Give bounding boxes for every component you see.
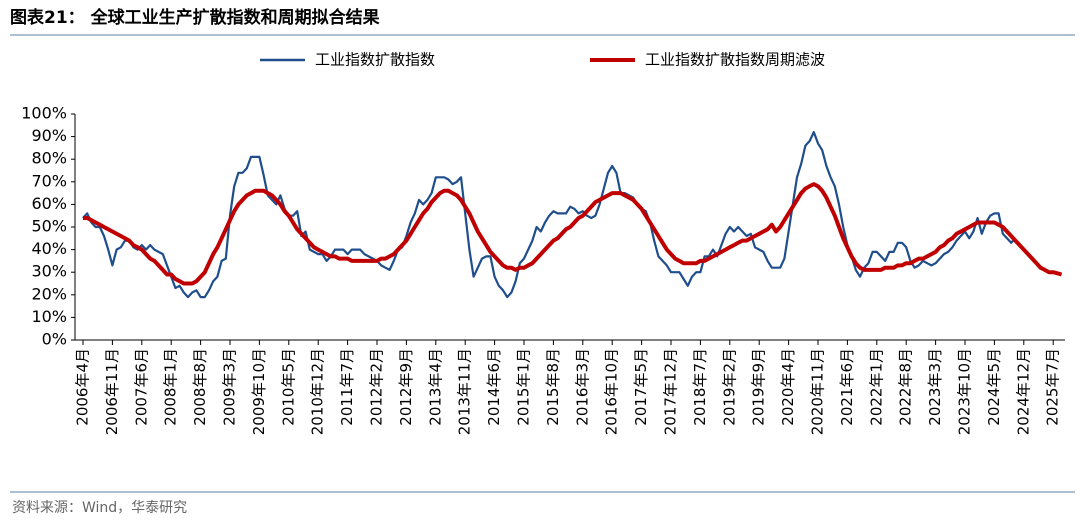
x-tick-label: 2014年6月 — [485, 348, 503, 426]
x-tick-label: 2009年3月 — [221, 348, 239, 426]
y-tick-label: 70% — [31, 171, 67, 190]
x-tick-label: 2017年5月 — [632, 348, 650, 426]
x-tick-label: 2017年12月 — [662, 348, 680, 435]
x-tick-label: 2025年7月 — [1044, 348, 1062, 426]
x-tick-label: 2019年9月 — [750, 348, 768, 426]
x-tick-label: 2024年5月 — [985, 348, 1003, 426]
y-tick-label: 0% — [42, 330, 67, 349]
y-tick-label: 30% — [31, 262, 67, 281]
source-note: 资料来源：Wind，华泰研究 — [12, 500, 187, 516]
y-tick-label: 40% — [31, 239, 67, 258]
x-tick-label: 2010年12月 — [309, 348, 327, 435]
x-tick-label: 2013年11月 — [456, 348, 474, 435]
chart-title: 图表21： 全球工业生产扩散指数和周期拟合结果 — [10, 7, 380, 28]
x-tick-label: 2022年1月 — [867, 348, 885, 426]
x-tick-label: 2016年10月 — [603, 348, 621, 435]
x-tick-label: 2009年10月 — [250, 348, 268, 435]
y-tick-label: 60% — [31, 194, 67, 213]
x-tick-label: 2012年9月 — [397, 348, 415, 426]
series-line — [83, 182, 1063, 286]
x-tick-label: 2018年7月 — [691, 348, 709, 426]
x-tick-label: 2016年3月 — [573, 348, 591, 426]
x-tick-label: 2007年6月 — [132, 348, 150, 426]
x-tick-label: 2020年4月 — [779, 348, 797, 426]
x-tick-label: 2015年1月 — [515, 348, 533, 426]
y-tick-label: 80% — [31, 149, 67, 168]
y-tick-label: 50% — [31, 217, 67, 236]
x-tick-label: 2006年4月 — [74, 348, 92, 426]
series-line — [82, 131, 1017, 299]
x-tick-label: 2015年8月 — [544, 348, 562, 426]
x-tick-label: 2021年6月 — [838, 348, 856, 426]
x-tick-label: 2011年7月 — [338, 348, 356, 426]
y-tick-label: 100% — [21, 104, 67, 123]
x-tick-label: 2012年2月 — [368, 348, 386, 426]
legend-label: 工业指数扩散指数 — [315, 51, 435, 69]
x-tick-label: 2019年2月 — [720, 348, 738, 426]
x-tick-label: 2023年3月 — [926, 348, 944, 426]
x-tick-label: 2010年5月 — [279, 348, 297, 426]
x-tick-label: 2024年12月 — [1014, 348, 1032, 435]
x-tick-label: 2022年8月 — [897, 348, 915, 426]
y-tick-label: 10% — [31, 307, 67, 326]
x-tick-label: 2020年11月 — [809, 348, 827, 435]
x-tick-label: 2008年1月 — [162, 348, 180, 426]
x-tick-label: 2006年11月 — [103, 348, 121, 435]
legend-label: 工业指数扩散指数周期滤波 — [645, 51, 825, 69]
y-tick-label: 90% — [31, 126, 67, 145]
x-tick-label: 2023年10月 — [956, 348, 974, 435]
x-tick-label: 2013年4月 — [426, 348, 444, 426]
x-tick-label: 2008年8月 — [191, 348, 209, 426]
y-tick-label: 20% — [31, 284, 67, 303]
